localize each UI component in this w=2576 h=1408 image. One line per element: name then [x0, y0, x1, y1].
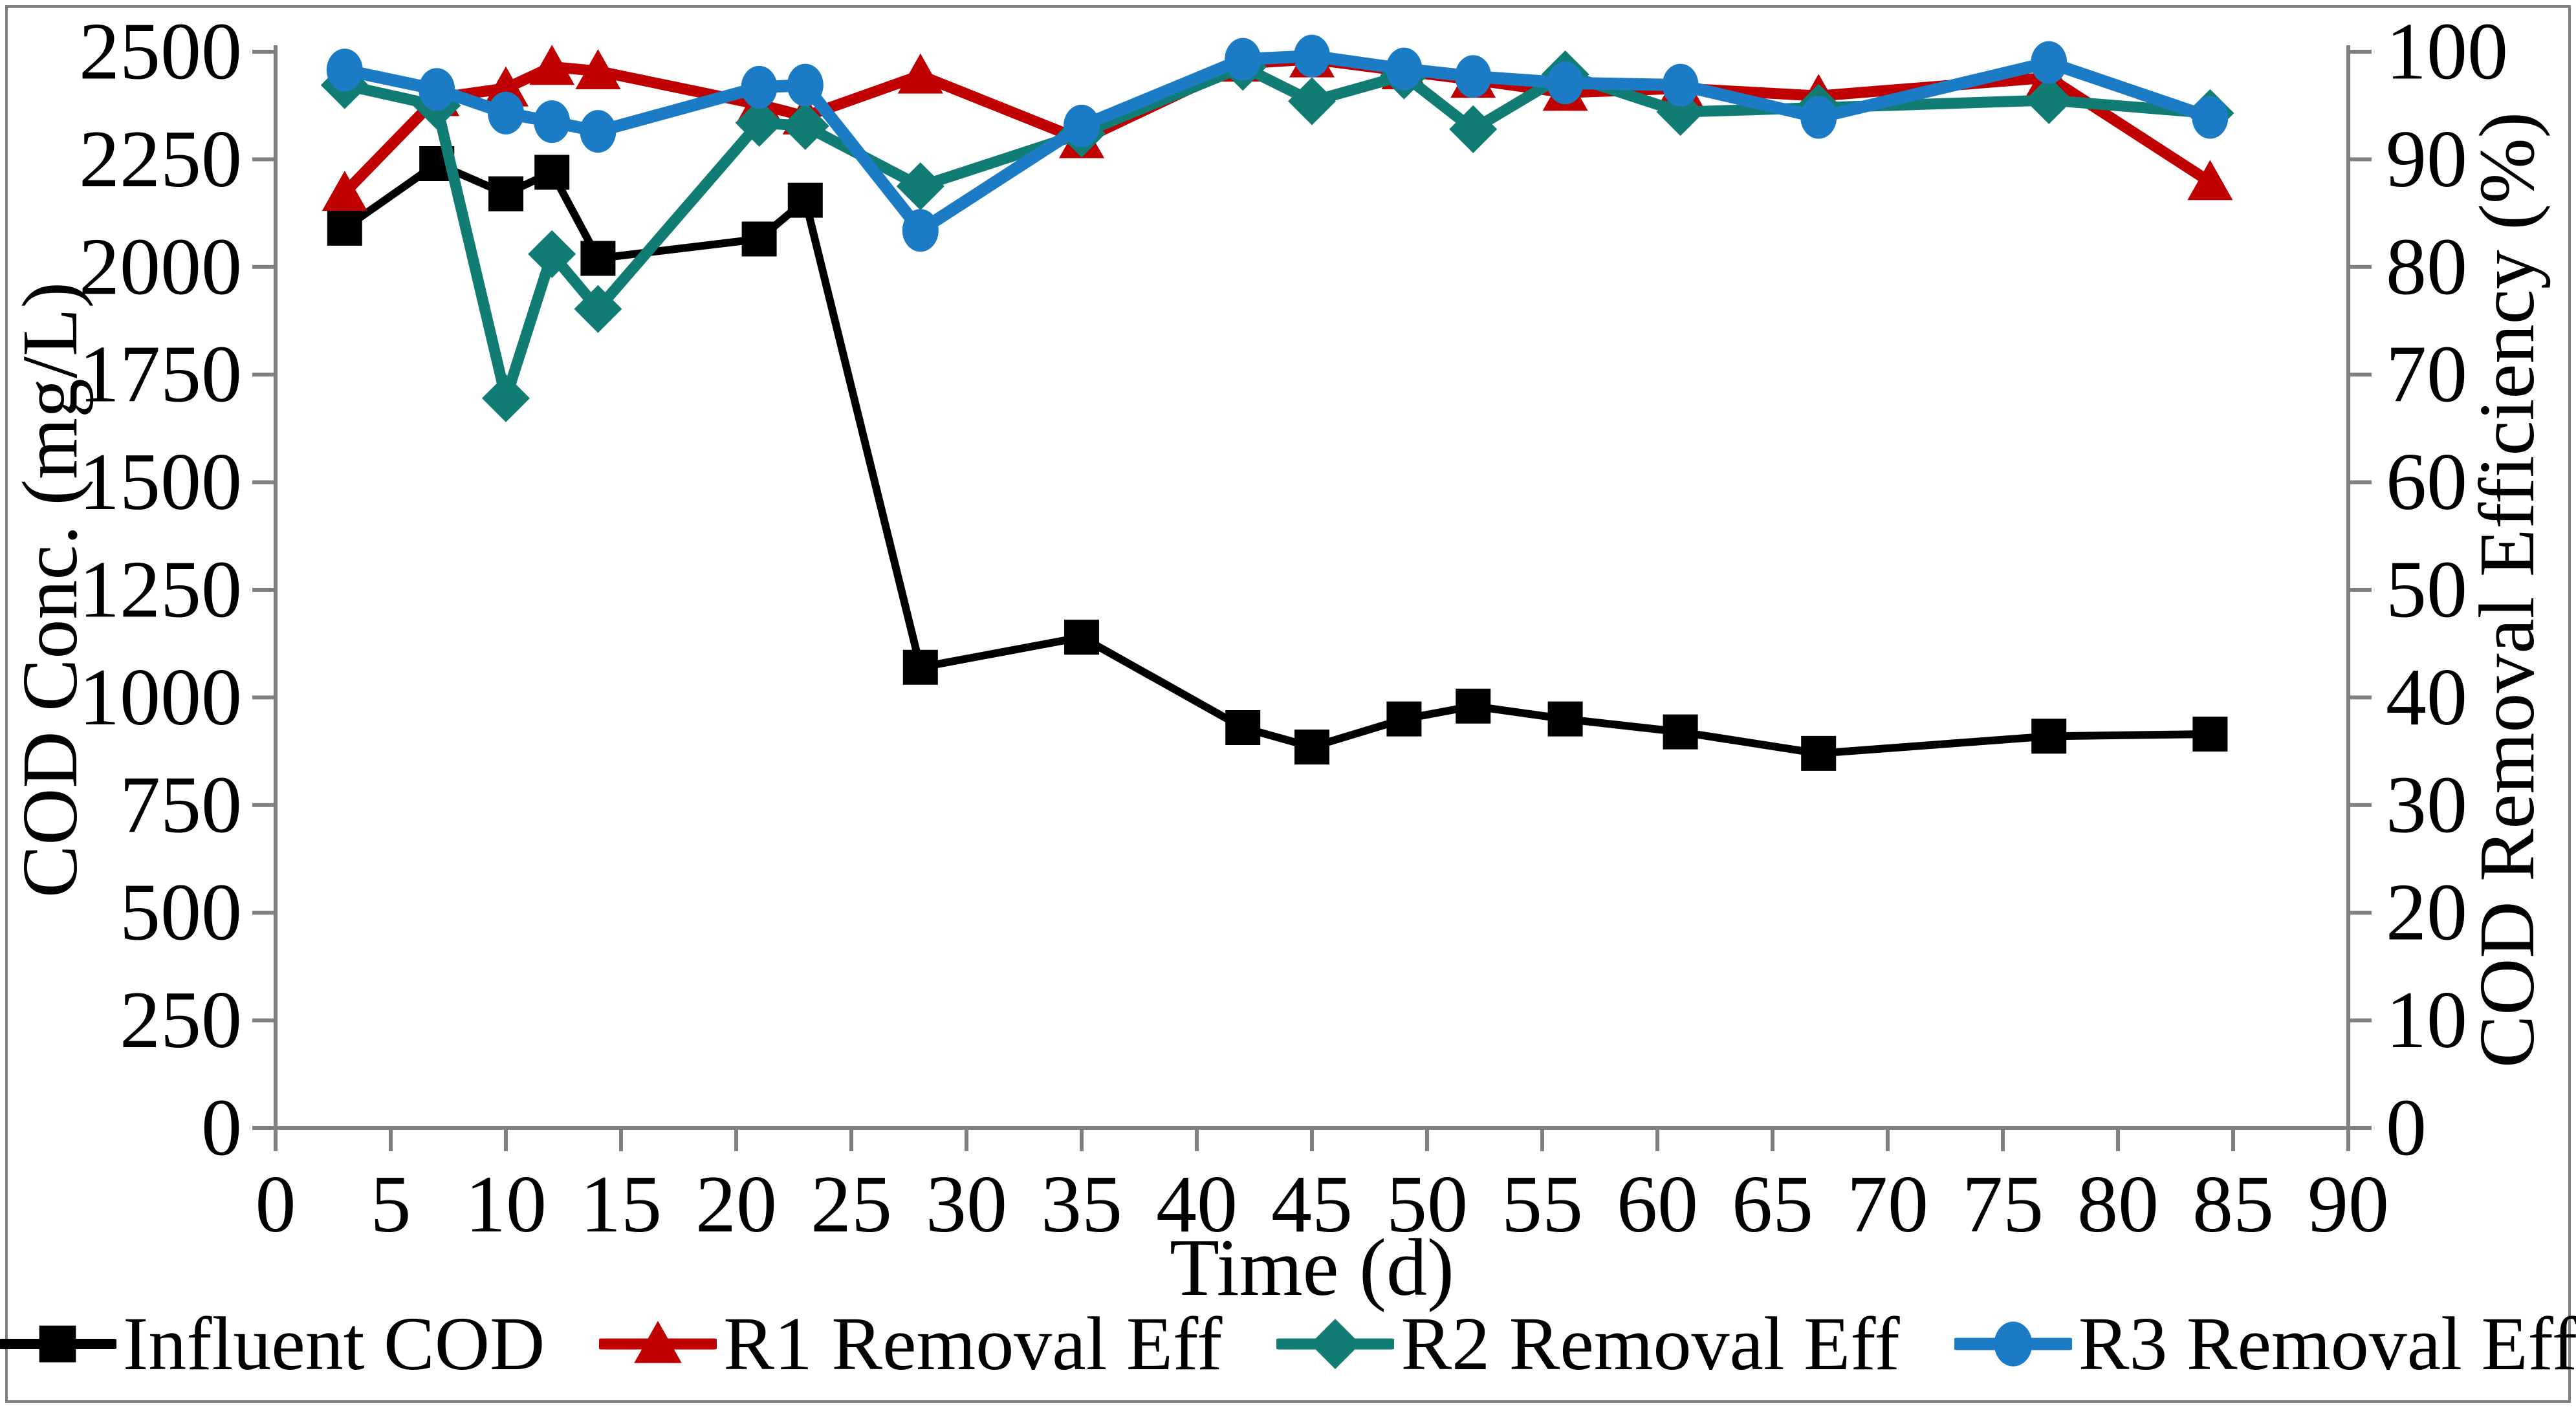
right-tick-label: 50 [2386, 545, 2467, 635]
left-tick-label: 750 [120, 760, 242, 850]
triangle-legend-marker-icon [599, 1321, 717, 1363]
legend-item-r3-removal-eff: R3 Removal Eff [1954, 1301, 2576, 1387]
right-tick-label: 100 [2386, 7, 2508, 97]
legend-item-influent-cod: Influent COD [0, 1301, 545, 1387]
right-tick-label: 20 [2386, 868, 2467, 958]
legend-item-r2-removal-eff: R2 Removal Eff [1276, 1301, 1900, 1387]
left-tick-label: 2500 [79, 7, 242, 97]
x-tick-label: 85 [2192, 1160, 2274, 1250]
right-tick-label: 30 [2386, 760, 2467, 850]
left-tick-label: 250 [120, 975, 242, 1065]
series-group [320, 34, 2234, 771]
legend-item-r1-removal-eff: R1 Removal Eff [599, 1301, 1222, 1387]
x-tick-label: 55 [1501, 1160, 1583, 1250]
right-tick-label: 10 [2386, 975, 2467, 1065]
x-tick-label: 30 [926, 1160, 1007, 1250]
x-axis-title: Time (d) [1170, 1223, 1454, 1313]
left-tick-label: 500 [120, 868, 242, 958]
series-line [339, 61, 2216, 404]
series-influent-cod [327, 146, 2228, 771]
x-tick-label: 50 [1386, 1160, 1468, 1250]
x-tick-label: 10 [465, 1160, 547, 1250]
x-tick-label: 35 [1041, 1160, 1122, 1250]
right-tick-label: 70 [2386, 330, 2467, 420]
right-tick-label: 90 [2386, 114, 2467, 204]
x-tick-label: 15 [580, 1160, 662, 1250]
legend-label: Influent COD [123, 1301, 545, 1386]
x-tick-label: 40 [1156, 1160, 1238, 1250]
right-tick-label: 0 [2386, 1083, 2427, 1173]
left-tick-label: 2250 [79, 114, 242, 204]
legend-label: R3 Removal Eff [2078, 1301, 2576, 1386]
x-tick-label: 45 [1271, 1160, 1353, 1250]
left-tick-label: 2000 [79, 222, 242, 312]
left-axis-title: COD Conc. (mg/L) [6, 282, 94, 898]
right-axis-title: COD Removal Efficiency (%) [2463, 112, 2551, 1068]
square-legend-marker-icon [0, 1325, 117, 1363]
series-line [340, 160, 2214, 757]
diamond-legend-marker-icon [1276, 1319, 1395, 1369]
x-tick-label: 80 [2077, 1160, 2159, 1250]
x-tick-label: 90 [2308, 1160, 2389, 1250]
right-tick-label: 60 [2386, 437, 2467, 527]
series-r3-removal-eff [326, 34, 2229, 252]
left-tick-label: 1250 [79, 545, 242, 635]
right-tick-label: 40 [2386, 653, 2467, 742]
x-tick-label: 20 [695, 1160, 777, 1250]
series-r2-removal-eff [320, 43, 2234, 422]
x-tick-label: 75 [1962, 1160, 2044, 1250]
x-tick-label: 0 [256, 1160, 296, 1250]
circle-legend-marker-icon [1954, 1321, 2072, 1367]
x-tick-label: 25 [811, 1160, 892, 1250]
x-tick-label: 65 [1732, 1160, 1813, 1250]
x-tick-label: 60 [1617, 1160, 1698, 1250]
right-tick-label: 80 [2386, 222, 2467, 312]
left-tick-label: 0 [201, 1083, 242, 1173]
legend-label: R2 Removal Eff [1401, 1301, 1900, 1386]
x-tick-label: 5 [371, 1160, 411, 1250]
legend-label: R1 Removal Eff [723, 1301, 1223, 1386]
left-tick-label: 1000 [79, 653, 242, 742]
left-tick-label: 1500 [79, 437, 242, 527]
x-tick-label: 70 [1847, 1160, 1928, 1250]
left-tick-label: 1750 [79, 330, 242, 420]
chart-legend: Influent COD R1 Removal Eff R2 Removal Eff… [0, 1299, 2576, 1389]
axes-group: 0250500750100012501500175020002250250001… [79, 7, 2508, 1250]
